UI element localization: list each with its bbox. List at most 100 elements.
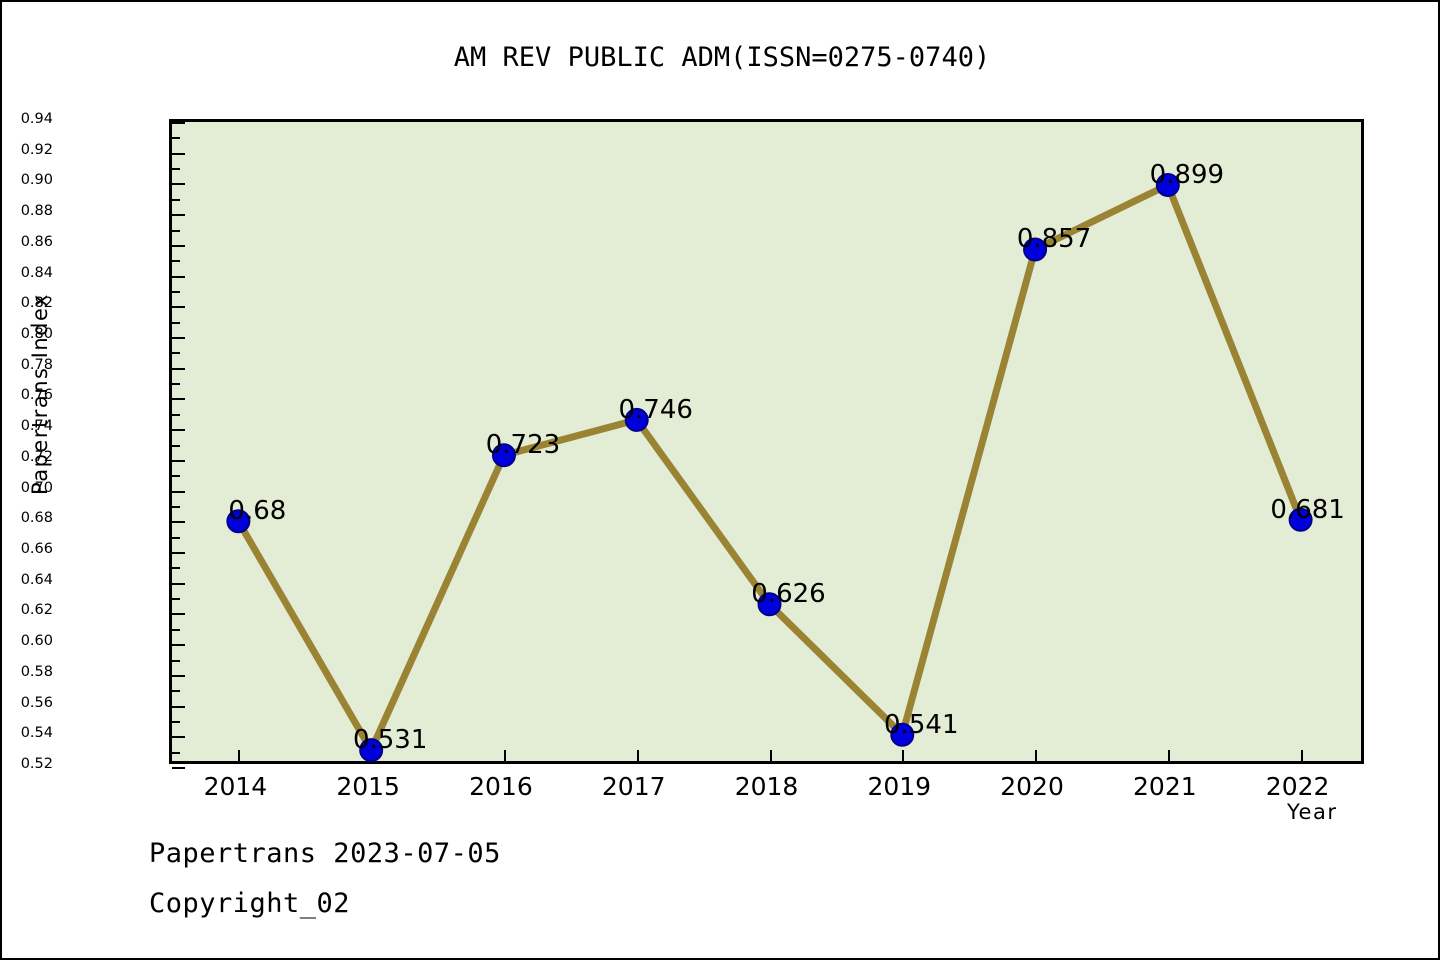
y-axis-tick-major [172,705,185,708]
y-axis-tick-minor [172,413,180,416]
y-axis-tick-minor [172,475,180,478]
footer-date: Papertrans 2023-07-05 [149,838,501,869]
y-axis-tick-major [172,613,185,616]
y-axis-tick-major [172,521,185,524]
y-axis-tick-minor [172,290,180,293]
y-axis-tick-minor [172,444,180,447]
x-axis-tick [902,750,905,761]
data-point-label: 0.857 [1016,224,1092,255]
chart-title: AM REV PUBLIC ADM(ISSN=0275-0740) [453,42,991,73]
y-axis-tick-label: 0.66 [20,541,53,557]
data-point-marker[interactable] [491,443,516,468]
data-point-marker[interactable] [1155,172,1180,197]
y-axis-tick-major [172,306,185,309]
data-point-marker[interactable] [1288,507,1313,532]
y-axis-tick-major [172,429,185,432]
y-axis-tick-minor [172,720,180,723]
y-axis-tick-minor [172,229,180,232]
x-axis-tick [1167,750,1170,761]
data-point-label: 0.531 [352,725,428,756]
y-axis-tick-minor [172,598,180,601]
y-axis-tick-minor [172,567,180,570]
y-axis-tick-label: 0.92 [20,141,53,158]
y-axis-tick-label: 0.54 [20,725,53,742]
footer-copyright: Copyright_02 [149,888,351,919]
y-axis-tick-label: 0.68 [20,510,53,527]
y-axis-tick-minor [172,352,180,355]
y-axis-tick-minor [172,628,180,631]
x-axis-tick-label: 2019 [867,772,932,801]
x-axis-tick-label: 2014 [203,772,268,801]
data-point-marker[interactable] [359,738,384,763]
data-point-label: 0.681 [1270,494,1345,525]
y-axis-tick-major [172,674,185,677]
y-axis-tick-label: 0.76 [20,387,53,404]
x-axis-tick [1300,750,1303,761]
y-axis-tick-major [172,367,185,370]
y-axis-tick-minor [172,536,180,539]
data-point-label: 0.68 [228,496,287,527]
y-axis-tick-label: 0.60 [20,633,53,650]
plot-inner [172,122,1361,769]
y-axis-tick-minor [172,198,180,201]
data-point-marker[interactable] [624,407,649,432]
x-axis-tick-label: 2018 [734,772,799,801]
x-axis-tick-label: 2022 [1265,772,1330,801]
data-point-label: 0.541 [884,709,959,740]
data-point-label: 0.723 [485,430,561,461]
y-axis-tick-minor [172,690,180,693]
x-axis-tick [238,750,241,761]
data-point-label: 0.626 [751,579,826,610]
y-axis-tick-major [172,582,185,585]
x-axis-tick [1035,750,1038,761]
series-line-chart [226,172,1313,763]
y-axis-tick-major [172,275,185,278]
y-axis-tick-minor [172,137,180,140]
data-point-marker[interactable] [1023,237,1048,262]
y-axis-tick-label: 0.64 [20,571,53,588]
x-axis-tick-label: 2020 [1000,772,1064,801]
y-axis-tick-label: 0.74 [20,418,53,435]
data-point-label: 0.899 [1149,159,1225,190]
y-axis-tick-label: 0.86 [20,233,53,250]
data-point-marker[interactable] [226,509,251,534]
x-axis-tick-label: 2015 [336,772,400,801]
y-axis-tick-minor [172,168,180,171]
y-axis-tick-label: 0.84 [20,264,53,281]
y-axis-tick-minor [172,505,180,508]
y-axis-tick-minor [172,321,180,324]
y-axis-tick-label: 0.62 [20,602,53,619]
y-axis-tick-label: 0.90 [20,172,53,189]
y-axis-tick-label: 0.88 [20,203,53,220]
y-axis-tick-minor [172,751,180,754]
y-axis-tick-major [172,244,185,247]
y-axis-tick-major [172,459,185,462]
plot-area [169,119,1364,769]
x-axis-tick-label: 2017 [601,772,666,801]
y-axis-tick-minor [172,260,180,263]
y-axis-tick-major [172,337,185,339]
y-axis-tick-major [172,490,185,493]
data-point-marker[interactable] [757,592,782,617]
x-axis-tick-label: 2021 [1133,772,1197,801]
x-axis-tick [503,750,506,761]
data-point-label: 0.746 [618,394,693,425]
y-axis-tick-label: 0.52 [20,756,53,772]
y-axis-tick-major [172,122,185,124]
y-axis-tick-minor [172,383,180,386]
y-axis-tick-major [172,736,185,739]
y-axis-tick-label: 0.82 [20,295,53,312]
x-axis-tick [636,750,639,761]
y-axis-tick-label: 0.56 [20,694,53,711]
x-axis-tick [769,750,772,761]
y-axis-tick-label: 0.72 [20,448,53,465]
y-axis-tick-label: 0.70 [20,479,53,496]
y-axis-tick-major [172,152,185,155]
y-axis-tick-major [172,552,185,554]
y-axis-tick-label: 0.78 [20,356,53,373]
series-line [234,181,1305,754]
y-axis-tick-label: 0.94 [20,111,53,127]
y-axis-tick-label: 0.58 [20,663,53,680]
data-point-marker[interactable] [890,722,915,747]
